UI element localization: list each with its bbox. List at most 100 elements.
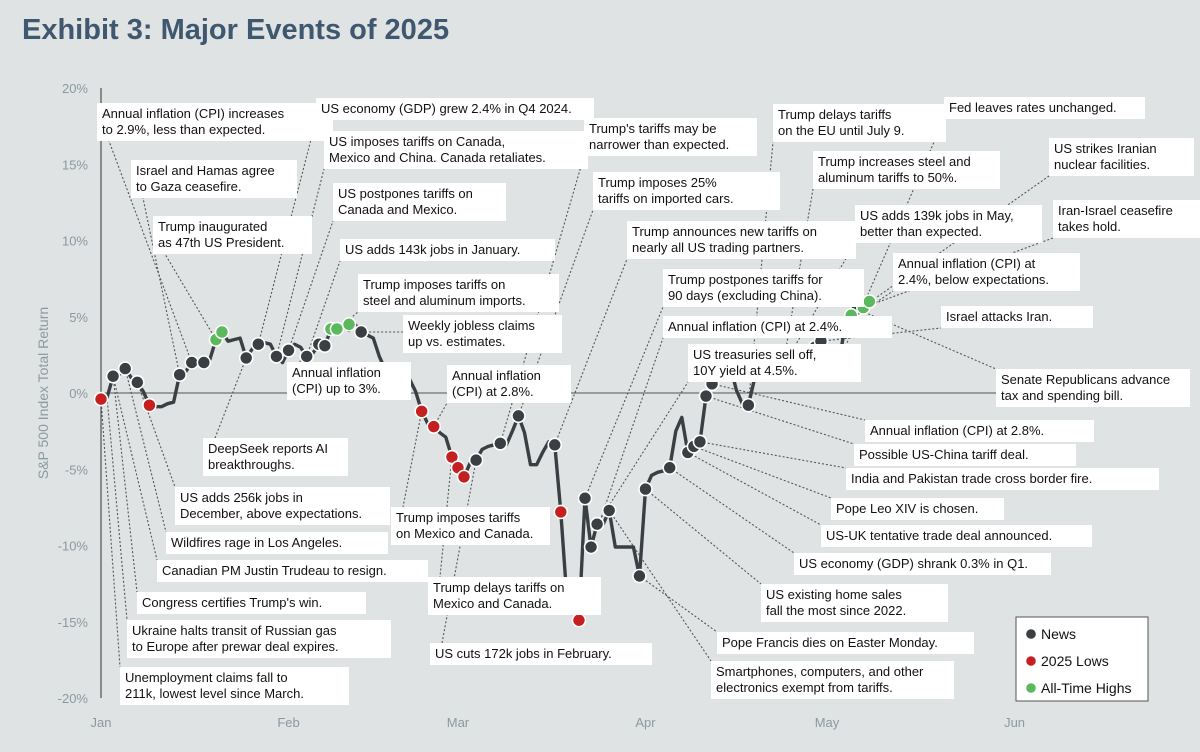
legend-swatch [1024, 681, 1038, 695]
annotation-box [157, 560, 428, 582]
annotation-box [430, 643, 652, 665]
annotation-box [855, 205, 1042, 243]
legend-label: 2025 Lows [1041, 653, 1109, 669]
marker-news [492, 436, 508, 451]
annotation-box [941, 306, 1093, 328]
annotation-text: Unemployment claims fall to [125, 670, 288, 685]
annotation-text: Iran-Israel ceasefire [1058, 203, 1173, 218]
annotation-box [688, 344, 861, 382]
annotation-box [1053, 200, 1200, 238]
annotation-connector [124, 368, 167, 533]
legend: News 2025 Lows All-Time Highs [1015, 616, 1149, 702]
annotation-text: Pope Leo XIV is chosen. [836, 501, 978, 516]
x-tick-label: May [815, 715, 840, 730]
annotation-box [627, 221, 856, 259]
y-tick-label: 0% [69, 386, 88, 401]
annotation-box [944, 97, 1145, 119]
x-tick-label: Jan [91, 715, 112, 730]
marker-lows [93, 391, 109, 407]
marker-news [583, 539, 599, 555]
annotation-text: Fed leaves rates unchanged. [949, 100, 1117, 115]
annotation-text: electronics exempt from tariffs. [716, 680, 893, 695]
marker-lows [571, 612, 587, 628]
marker-news [547, 437, 563, 453]
annotation-text: Pope Francis dies on Easter Monday. [722, 635, 938, 650]
annotation-text: Trump inaugurated [158, 219, 267, 234]
annotation-text: US adds 139k jobs in May, [860, 208, 1014, 223]
annotation-text: Senate Republicans advance [1001, 372, 1170, 387]
marker-news [577, 490, 593, 506]
annotation-text: narrower than expected. [589, 137, 729, 152]
annotation-connector [699, 441, 847, 469]
marker-news [281, 342, 296, 358]
annotation-text: 211k, lowest level since March. [125, 686, 304, 701]
annotation-box [593, 172, 780, 210]
annotation-text: Annual inflation [292, 365, 381, 380]
annotation-text: US economy (GDP) grew 2.4% in Q4 2024. [321, 101, 572, 116]
annotation-box [717, 632, 974, 654]
annotation-connector [164, 253, 217, 340]
annotation-connector [645, 488, 762, 585]
marker-highs [329, 321, 345, 337]
annotation-box [846, 468, 1159, 490]
legend-label: All-Time Highs [1041, 680, 1132, 696]
annotation-box [428, 577, 601, 615]
annotation-text: Wildfires rage in Los Angeles. [171, 535, 342, 550]
annotation-text: US treasuries sell off, [693, 347, 816, 362]
annotation-box [821, 525, 1092, 547]
annotation-text: December, above expectations. [180, 506, 362, 521]
marker-news [269, 349, 284, 364]
y-tick-label: 10% [62, 234, 88, 249]
marker-news [130, 375, 145, 390]
annotation-connector [306, 260, 341, 357]
annotation-box [831, 498, 1004, 520]
marker-lows [444, 449, 460, 465]
annotation-box [203, 438, 348, 476]
annotation-text: Mexico and Canada. [433, 596, 552, 611]
annotation-box [120, 667, 349, 705]
y-tick-label: -10% [58, 539, 89, 554]
annotation-box [773, 104, 946, 142]
marker-news [184, 355, 200, 370]
annotation-box [447, 365, 571, 403]
annotation-text: Annual inflation (CPI) increases [102, 106, 285, 121]
annotation-text: Trump's tariffs may be [589, 121, 716, 136]
annotation-text: US adds 143k jobs in January. [345, 242, 520, 257]
annotation-box [153, 216, 312, 254]
annotation-text: Trump imposes tariffs [396, 510, 521, 525]
marker-news [511, 408, 526, 424]
annotation-connector [288, 220, 334, 351]
annotation-box [316, 98, 594, 120]
series-line [100, 300, 871, 622]
marker-lows [456, 469, 472, 485]
marker-news [317, 338, 333, 354]
legend-swatch [1024, 627, 1038, 641]
annotation-text: takes hold. [1058, 219, 1121, 234]
annotation-text: nearly all US trading partners. [632, 240, 804, 255]
annotation-connector [112, 376, 158, 561]
annotation-text: Israel and Hamas agree [136, 163, 275, 178]
annotation-text: Smartphones, computers, and other [716, 664, 924, 679]
series-line-path [100, 300, 871, 622]
annotation-connector [590, 337, 664, 548]
marker-news [196, 355, 212, 370]
annotation-connector [693, 445, 832, 499]
y-tick-label: -15% [58, 615, 89, 630]
annotation-box [761, 584, 948, 622]
annotation-text: tax and spending bill. [1001, 388, 1123, 403]
annotation-text: Trump postpones tariffs for [668, 272, 823, 287]
marker-news [589, 516, 605, 532]
marker-news [662, 460, 678, 476]
annotation-box [403, 315, 562, 353]
annotation-text: Annual inflation [452, 368, 541, 383]
marker-news [238, 350, 254, 366]
annotation-connector [214, 357, 247, 439]
x-tick-label: Apr [635, 715, 656, 730]
annotation-text: steel and aluminum imports. [363, 293, 526, 308]
annotation-connector [112, 376, 138, 593]
annotation-text: US-UK tentative trade deal announced. [826, 528, 1052, 543]
annotation-text: Canadian PM Justin Trudeau to resign. [162, 563, 387, 578]
legend-box [1015, 616, 1149, 702]
